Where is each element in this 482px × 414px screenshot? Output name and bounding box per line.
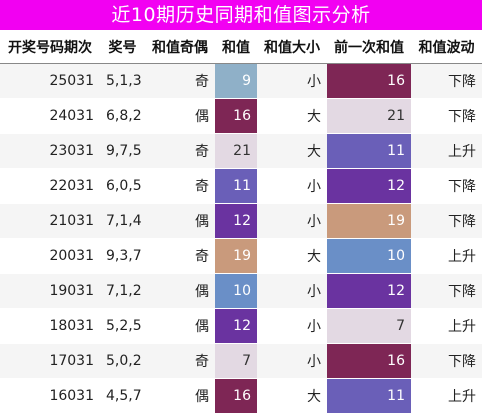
cell-issue: 22031	[0, 168, 100, 204]
cell-parity: 奇	[145, 168, 215, 204]
table-row: 23031 9,7,5 奇 21 大 11 上升	[0, 133, 482, 169]
page-title: 近10期历史同期和值图示分析	[0, 0, 482, 30]
cell-size: 小	[257, 203, 327, 239]
cell-sum: 12	[215, 308, 257, 344]
cell-sum: 9	[215, 63, 257, 99]
header-issue: 开奖号码期次	[0, 30, 100, 64]
table-row: 24031 6,8,2 偶 16 大 21 下降	[0, 98, 482, 134]
cell-numbers: 9,3,7	[100, 238, 145, 274]
cell-prev-sum: 12	[327, 273, 411, 309]
cell-numbers: 5,1,3	[100, 63, 145, 99]
cell-trend: 上升	[411, 133, 482, 169]
cell-parity: 奇	[145, 133, 215, 169]
cell-prev-sum: 19	[327, 203, 411, 239]
cell-sum: 19	[215, 238, 257, 274]
cell-prev-sum: 21	[327, 98, 411, 134]
header-size: 和值大小	[257, 30, 327, 64]
cell-parity: 偶	[145, 308, 215, 344]
cell-prev-sum: 7	[327, 308, 411, 344]
cell-prev-sum: 16	[327, 63, 411, 99]
cell-parity: 奇	[145, 343, 215, 379]
cell-size: 小	[257, 168, 327, 204]
cell-numbers: 6,8,2	[100, 98, 145, 134]
cell-trend: 上升	[411, 308, 482, 344]
cell-trend: 下降	[411, 203, 482, 239]
table-header-row: 开奖号码期次 奖号 和值奇偶 和值 和值大小 前一次和值 和值波动	[0, 30, 482, 64]
header-trend: 和值波动	[411, 30, 482, 64]
cell-parity: 偶	[145, 98, 215, 134]
cell-numbers: 9,7,5	[100, 133, 145, 169]
cell-numbers: 7,1,4	[100, 203, 145, 239]
cell-size: 小	[257, 63, 327, 99]
cell-sum: 12	[215, 203, 257, 239]
cell-issue: 19031	[0, 273, 100, 309]
header-prev-sum: 前一次和值	[327, 30, 411, 64]
table-row: 22031 6,0,5 奇 11 小 12 下降	[0, 168, 482, 204]
cell-prev-sum: 12	[327, 168, 411, 204]
cell-numbers: 6,0,5	[100, 168, 145, 204]
table-row: 21031 7,1,4 偶 12 小 19 下降	[0, 203, 482, 239]
cell-trend: 下降	[411, 168, 482, 204]
cell-trend: 下降	[411, 63, 482, 99]
cell-issue: 20031	[0, 238, 100, 274]
table-row: 16031 4,5,7 偶 16 大 11 上升	[0, 378, 482, 414]
cell-sum: 16	[215, 98, 257, 134]
cell-numbers: 4,5,7	[100, 378, 145, 414]
table-row: 25031 5,1,3 奇 9 小 16 下降	[0, 63, 482, 99]
cell-sum: 11	[215, 168, 257, 204]
cell-trend: 上升	[411, 238, 482, 274]
cell-trend: 下降	[411, 273, 482, 309]
cell-issue: 17031	[0, 343, 100, 379]
table-row: 19031 7,1,2 偶 10 小 12 下降	[0, 273, 482, 309]
table-row: 18031 5,2,5 偶 12 小 7 上升	[0, 308, 482, 344]
cell-sum: 21	[215, 133, 257, 169]
cell-size: 大	[257, 378, 327, 414]
table-row: 20031 9,3,7 奇 19 大 10 上升	[0, 238, 482, 274]
cell-prev-sum: 16	[327, 343, 411, 379]
cell-issue: 18031	[0, 308, 100, 344]
cell-prev-sum: 11	[327, 133, 411, 169]
cell-size: 小	[257, 308, 327, 344]
cell-numbers: 5,2,5	[100, 308, 145, 344]
header-sum: 和值	[215, 30, 257, 64]
cell-size: 大	[257, 98, 327, 134]
cell-prev-sum: 11	[327, 378, 411, 414]
cell-numbers: 7,1,2	[100, 273, 145, 309]
cell-numbers: 5,0,2	[100, 343, 145, 379]
cell-size: 大	[257, 238, 327, 274]
cell-issue: 21031	[0, 203, 100, 239]
cell-parity: 偶	[145, 273, 215, 309]
cell-sum: 10	[215, 273, 257, 309]
cell-parity: 偶	[145, 378, 215, 414]
cell-size: 大	[257, 133, 327, 169]
cell-prev-sum: 10	[327, 238, 411, 274]
cell-parity: 偶	[145, 203, 215, 239]
header-numbers: 奖号	[100, 30, 145, 64]
cell-trend: 下降	[411, 343, 482, 379]
cell-parity: 奇	[145, 238, 215, 274]
cell-issue: 25031	[0, 63, 100, 99]
cell-trend: 上升	[411, 378, 482, 414]
cell-issue: 16031	[0, 378, 100, 414]
cell-issue: 23031	[0, 133, 100, 169]
cell-sum: 7	[215, 343, 257, 379]
cell-size: 小	[257, 343, 327, 379]
table-row: 17031 5,0,2 奇 7 小 16 下降	[0, 343, 482, 379]
header-parity: 和值奇偶	[145, 30, 215, 64]
cell-parity: 奇	[145, 63, 215, 99]
cell-size: 小	[257, 273, 327, 309]
history-table: 开奖号码期次 奖号 和值奇偶 和值 和值大小 前一次和值 和值波动 25031 5…	[0, 30, 482, 414]
cell-sum: 16	[215, 378, 257, 414]
cell-issue: 24031	[0, 98, 100, 134]
cell-trend: 下降	[411, 98, 482, 134]
